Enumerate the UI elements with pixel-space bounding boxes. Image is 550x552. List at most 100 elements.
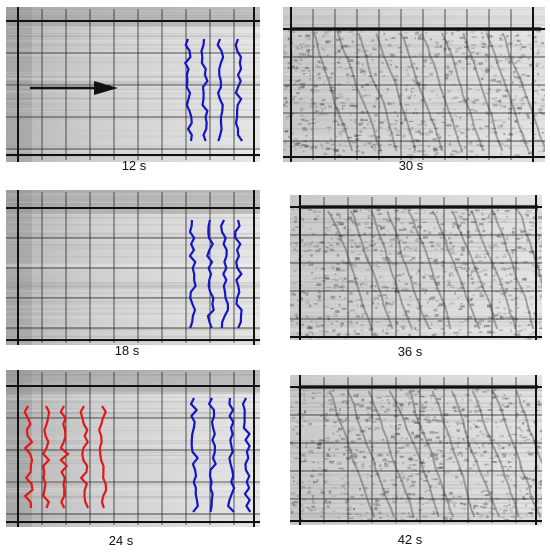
texture-speck [539, 429, 542, 433]
texture-speck [363, 127, 366, 129]
texture-speck [324, 232, 327, 236]
texture-speck [335, 52, 338, 55]
texture-speck [415, 329, 420, 332]
streak [290, 339, 542, 340]
texture-speck [415, 518, 418, 521]
texture-speck [350, 219, 353, 222]
texture-speck [472, 463, 476, 467]
texture-speck [410, 464, 416, 466]
texture-speck [448, 70, 454, 73]
texture-speck [292, 480, 295, 483]
texture-speck [382, 329, 384, 333]
streak [6, 302, 260, 304]
texture-speck [538, 400, 540, 404]
texture-speck [443, 472, 447, 474]
texture-speck [491, 127, 496, 130]
texture-speck [515, 61, 517, 64]
streak [6, 58, 260, 59]
texture-speck [524, 213, 528, 216]
texture-speck [301, 118, 305, 121]
texture-speck [381, 399, 384, 401]
texture-speck [534, 133, 537, 135]
texture-speck [336, 334, 340, 337]
texture-speck [308, 304, 312, 308]
texture-speck [521, 103, 526, 105]
texture-speck [528, 452, 533, 456]
texture-speck [338, 467, 344, 470]
texture-speck [366, 111, 369, 113]
texture-speck [340, 102, 346, 104]
texture-speck [338, 303, 340, 306]
texture-speck [298, 34, 302, 37]
texture-speck [417, 123, 422, 126]
texture-speck [491, 461, 495, 463]
streak [6, 427, 260, 428]
streak [6, 38, 260, 40]
texture-speck [484, 480, 488, 484]
texture-speck [416, 502, 420, 505]
texture-speck [532, 250, 536, 254]
texture-speck [539, 111, 543, 113]
streak [290, 395, 542, 397]
texture-speck [409, 456, 412, 459]
streak [290, 309, 542, 312]
texture-speck [413, 394, 417, 396]
texture-speck [454, 114, 456, 117]
texture-speck [543, 106, 545, 108]
texture-speck [414, 94, 416, 97]
texture-speck [482, 443, 484, 447]
texture-speck [519, 98, 524, 102]
texture-speck [446, 434, 450, 437]
texture-speck [485, 92, 489, 95]
texture-speck [459, 286, 463, 289]
streak [6, 442, 260, 444]
texture-speck [407, 316, 410, 319]
photo-panel-42s [290, 375, 542, 525]
texture-speck [420, 438, 423, 440]
texture-speck [410, 329, 413, 332]
texture-speck [456, 454, 460, 456]
texture-speck [338, 221, 342, 223]
texture-speck [435, 332, 437, 336]
texture-speck [453, 331, 458, 334]
texture-speck [323, 152, 326, 156]
texture-speck [469, 410, 472, 413]
texture-speck [356, 396, 358, 399]
texture-speck [503, 253, 507, 255]
texture-speck [408, 154, 413, 156]
texture-speck [438, 303, 444, 307]
texture-speck [298, 63, 301, 65]
texture-speck [324, 458, 329, 460]
texture-speck [436, 211, 439, 213]
texture-speck [373, 334, 379, 337]
texture-speck [530, 302, 533, 306]
texture-speck [315, 322, 318, 324]
texture-speck [434, 46, 440, 48]
texture-speck [347, 216, 352, 219]
texture-speck [475, 52, 480, 56]
texture-speck [372, 444, 374, 447]
texture-speck [449, 274, 451, 277]
streak [6, 298, 260, 300]
texture-speck [538, 51, 540, 53]
texture-speck [496, 426, 498, 428]
texture-speck [467, 99, 471, 102]
texture-speck [524, 439, 527, 442]
texture-speck [433, 309, 438, 312]
streak [290, 316, 542, 318]
texture-speck [299, 146, 303, 149]
texture-speck [422, 465, 426, 468]
texture-speck [474, 460, 479, 463]
texture-speck [297, 142, 302, 144]
texture-speck [473, 452, 478, 455]
texture-speck [399, 102, 401, 106]
texture-speck [473, 423, 475, 425]
texture-speck [367, 135, 370, 138]
texture-speck [291, 283, 295, 285]
texture-speck [436, 512, 439, 515]
texture-speck [484, 463, 488, 466]
texture-speck [394, 120, 399, 122]
streak [290, 212, 542, 215]
streak [6, 401, 260, 403]
texture-speck [429, 431, 435, 434]
